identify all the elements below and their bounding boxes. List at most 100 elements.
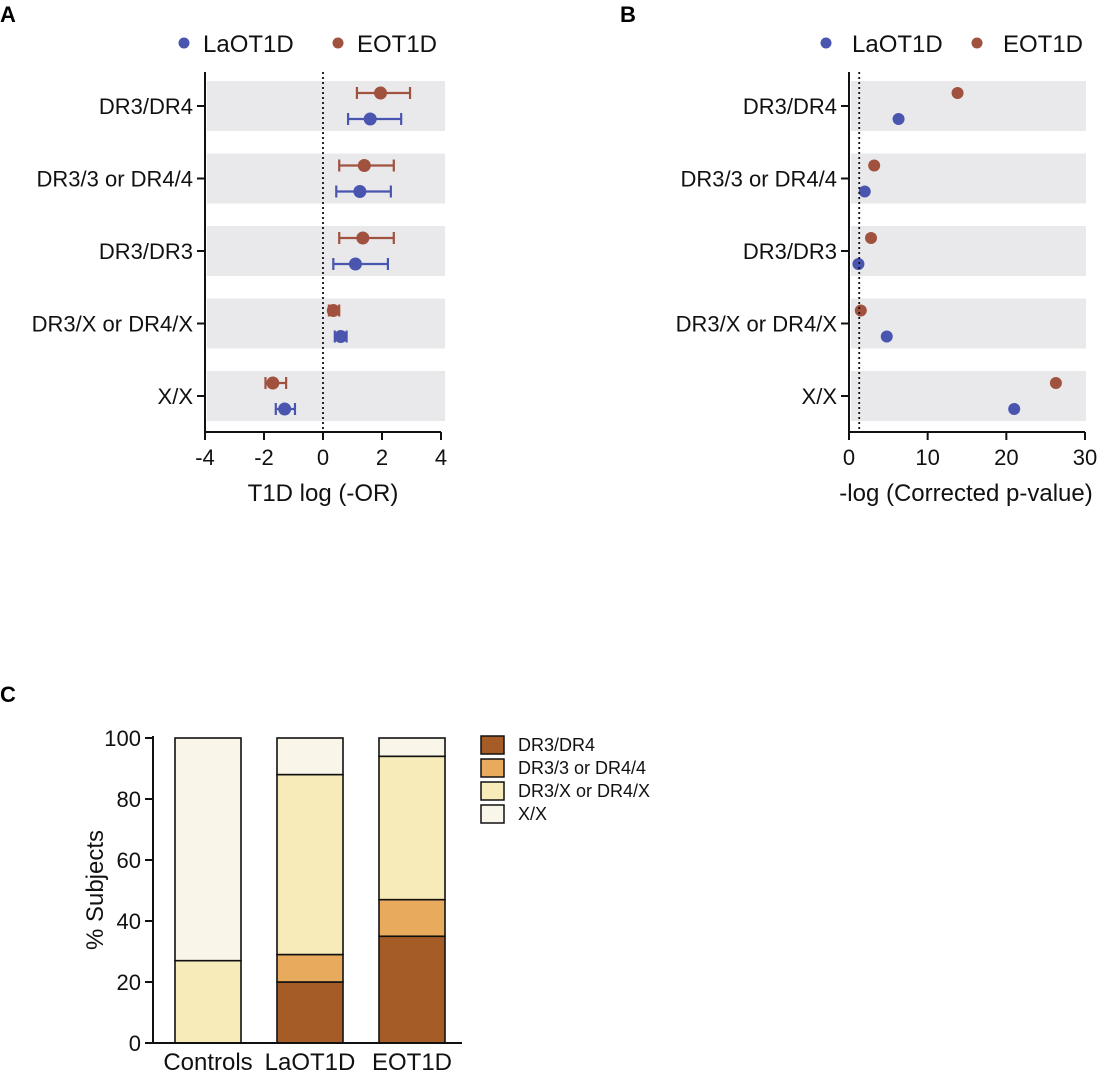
- a-tick-labels: -4 -2 0 2 4: [195, 445, 447, 470]
- x-tick-label-eot1d: EOT1D: [372, 1049, 452, 1073]
- a-axes: [197, 72, 442, 440]
- b-axes: [841, 72, 1086, 440]
- panel-label-a: A: [0, 2, 16, 27]
- c-bars: [174, 737, 446, 1044]
- point-laot1d-x-x: [278, 402, 292, 416]
- bar-laot1d-dr3-dr4: [276, 981, 344, 1044]
- x-tick-label-controls: Controls: [163, 1049, 252, 1073]
- bar-eot1d-dr3-x-or-dr4-x: [378, 755, 446, 901]
- legend-swatch-dr3-x-or-dr4-x: [480, 781, 505, 801]
- y-tick-label-0: 0: [129, 1031, 141, 1056]
- x-tick-label-1: 10: [915, 445, 939, 470]
- legend-marker-laot1d: [178, 37, 190, 49]
- category-label-dr3-x-or-dr4-x: DR3/X or DR4/X: [676, 312, 838, 337]
- panel-label-b: B: [620, 2, 636, 27]
- point-eot1d-dr3-dr4: [374, 86, 388, 100]
- point-laot1d-dr3-x-or-dr4-x: [334, 330, 348, 343]
- b-legend: LaOT1D EOT1D: [820, 31, 1083, 58]
- y-tick-label-40: 40: [117, 909, 141, 934]
- bar-laot1d-x-x: [276, 737, 344, 776]
- c-tick-labels: Controls LaOT1D EOT1D 0 20 40 60 80 100: [104, 726, 452, 1073]
- y-tick-label-100: 100: [104, 726, 141, 751]
- category-label-dr3-dr3: DR3/DR3: [743, 239, 837, 264]
- band-dr3-dr3: [207, 226, 445, 276]
- b-x-axis-title: -log (Corrected p-value): [839, 480, 1092, 507]
- legend-label-dr3-3-or-dr4-4: DR3/3 or DR4/4: [518, 758, 646, 778]
- category-label-dr3-dr4: DR3/DR4: [743, 94, 837, 119]
- x-tick-label-laot1d: LaOT1D: [265, 1049, 356, 1073]
- band-x-x: [207, 371, 445, 421]
- a-legend: LaOT1D EOT1D: [178, 31, 437, 58]
- point-eot1d-dr3-dr3: [865, 232, 878, 244]
- point-laot1d-dr3-dr4: [363, 112, 377, 126]
- legend-marker-eot1d: [971, 37, 983, 49]
- category-label-dr3-3-or-dr4-4: DR3/3 or DR4/4: [680, 167, 837, 192]
- panel-label-c: C: [0, 682, 16, 707]
- point-laot1d-dr3-3-or-dr4-4: [353, 185, 367, 198]
- legend-label-laot1d: LaOT1D: [852, 31, 943, 58]
- x-tick-label-0: -4: [195, 445, 215, 470]
- panel-b-significance-plot: DR3/DR4 DR3/3 or DR4/4 DR3/DR3 DR3/X or DR4…: [676, 31, 1098, 507]
- legend-swatch-x-x: [480, 804, 505, 824]
- c-axes: [145, 736, 462, 1044]
- bar-eot1d-x-x: [378, 737, 446, 758]
- point-eot1d-x-x: [266, 376, 280, 390]
- a-x-axis-title: T1D log (-OR): [248, 480, 399, 507]
- x-tick-label-4: 4: [435, 445, 447, 470]
- a-data-marks: [264, 86, 412, 416]
- b-category-labels: DR3/DR4 DR3/3 or DR4/4 DR3/DR3 DR3/X or DR4…: [676, 94, 838, 409]
- bar-eot1d-dr3-3-or-dr4-4: [378, 898, 446, 938]
- x-tick-label-3: 30: [1073, 445, 1097, 470]
- x-tick-label-3: 2: [376, 445, 388, 470]
- band-dr3-3-or-dr4-4: [207, 153, 445, 204]
- point-laot1d-dr3-3-or-dr4-4: [858, 185, 871, 198]
- band-x-x: [851, 371, 1086, 421]
- c-y-axis-title: % Subjects: [82, 830, 109, 950]
- band-dr3-3-or-dr4-4: [851, 153, 1086, 204]
- category-label-dr3-dr4: DR3/DR4: [99, 94, 193, 119]
- a-category-labels: DR3/DR4 DR3/3 or DR4/4 DR3/DR3 DR3/X or DR4…: [32, 94, 194, 409]
- point-laot1d-dr3-dr4: [892, 113, 905, 125]
- x-tick-label-2: 20: [994, 445, 1018, 470]
- bar-laot1d-dr3-x-or-dr4-x: [276, 773, 344, 956]
- y-tick-label-20: 20: [117, 970, 141, 995]
- category-label-dr3-x-or-dr4-x: DR3/X or DR4/X: [32, 312, 194, 337]
- panel-a-forest-plot: DR3/DR4 DR3/3 or DR4/4 DR3/DR3 DR3/X or DR4…: [32, 31, 448, 507]
- category-label-x-x: X/X: [158, 384, 194, 409]
- x-tick-label-0: 0: [843, 445, 855, 470]
- a-category-bands: [207, 81, 445, 421]
- legend-swatch-dr3-dr4: [480, 735, 505, 755]
- point-eot1d-dr3-dr4: [951, 87, 964, 99]
- legend-marker-eot1d: [332, 37, 344, 49]
- legend-label-dr3-x-or-dr4-x: DR3/X or DR4/X: [518, 781, 650, 801]
- point-laot1d-dr3-x-or-dr4-x: [880, 330, 893, 343]
- band-dr3-dr4: [207, 81, 445, 131]
- band-dr3-dr3: [851, 226, 1086, 276]
- b-tick-labels: 0 10 20 30: [843, 445, 1097, 470]
- point-eot1d-dr3-x-or-dr4-x: [326, 304, 340, 317]
- category-label-dr3-dr3: DR3/DR3: [99, 239, 193, 264]
- x-tick-label-1: -2: [254, 445, 274, 470]
- b-data-marks: [852, 87, 1062, 415]
- bar-laot1d-dr3-3-or-dr4-4: [276, 953, 344, 983]
- legend-marker-laot1d: [820, 37, 832, 49]
- category-label-dr3-3-or-dr4-4: DR3/3 or DR4/4: [36, 167, 193, 192]
- category-label-x-x: X/X: [802, 384, 838, 409]
- legend-label-dr3-dr4: DR3/DR4: [518, 735, 595, 755]
- y-tick-label-60: 60: [117, 848, 141, 873]
- point-eot1d-dr3-3-or-dr4-4: [868, 159, 881, 172]
- legend-label-eot1d: EOT1D: [1003, 31, 1083, 58]
- band-dr3-x-or-dr4-x: [207, 298, 445, 349]
- point-eot1d-dr3-dr3: [356, 231, 370, 245]
- point-laot1d-x-x: [1008, 403, 1021, 415]
- point-eot1d-x-x: [1049, 377, 1062, 389]
- legend-label-eot1d: EOT1D: [357, 31, 437, 58]
- legend-swatch-dr3-3-or-dr4-4: [480, 758, 505, 778]
- point-eot1d-dr3-x-or-dr4-x: [854, 304, 867, 317]
- legend-label-x-x: X/X: [518, 804, 547, 824]
- c-legend: DR3/DR4 DR3/3 or DR4/4 DR3/X or DR4/X X/X: [480, 735, 650, 824]
- bar-controls-x-x: [174, 737, 242, 962]
- y-tick-label-80: 80: [117, 787, 141, 812]
- point-eot1d-dr3-3-or-dr4-4: [357, 159, 371, 172]
